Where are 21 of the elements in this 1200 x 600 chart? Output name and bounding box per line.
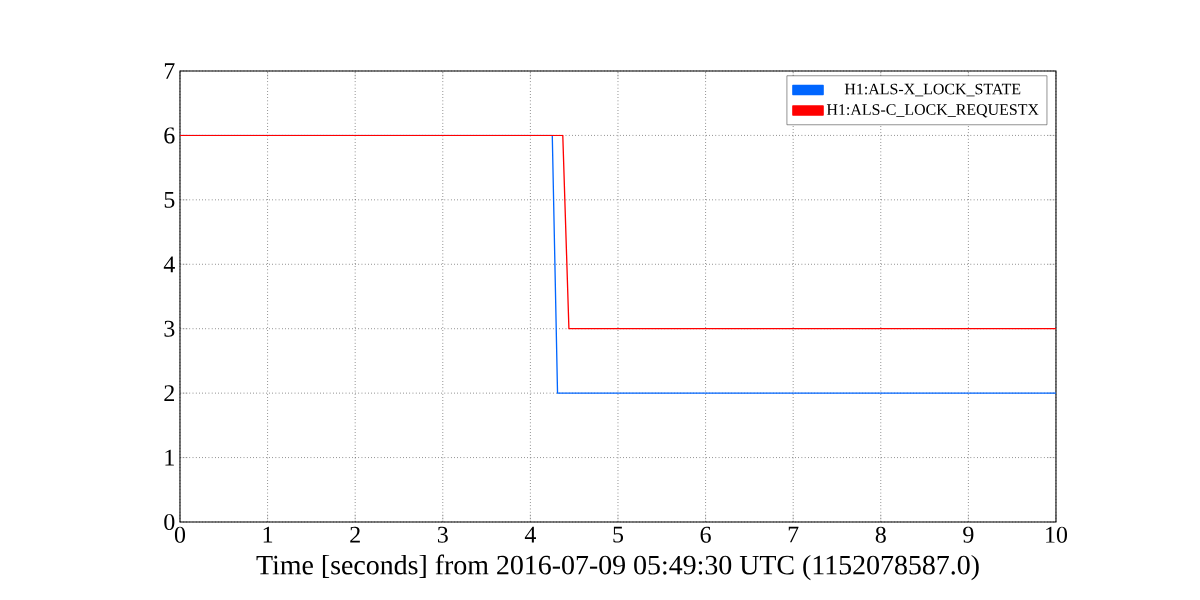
x-tick-label: 3 — [437, 526, 448, 543]
x-tick-label: 10 — [1046, 526, 1068, 543]
y-tick-label: 7 — [164, 63, 175, 79]
y-tick-label: 5 — [164, 191, 175, 208]
y-tick-label: 1 — [165, 449, 174, 466]
x-tick-label: 2 — [350, 526, 360, 543]
x-axis-title: Time [seconds] from 2016-07-09 05:49:30 UTC (1152078587.0) — [256, 554, 979, 581]
y-tick-label: 4 — [163, 256, 175, 273]
legend-label: H1:ALS-C_LOCK_REQUESTX — [826, 104, 1039, 118]
x-tick-label: 1 — [263, 526, 273, 543]
y-tick-label: 6 — [164, 127, 175, 144]
y-tick-label: 0 — [164, 513, 175, 531]
x-tick-label: 4 — [524, 526, 536, 543]
x-tick-label: 8 — [875, 526, 886, 543]
legend-label: H1:ALS-X_LOCK_STATE — [844, 83, 1021, 97]
x-tick-label: 6 — [700, 526, 711, 543]
y-tick-label: 2 — [164, 385, 174, 402]
x-tick-label: 7 — [788, 526, 799, 543]
y-tick-label: 3 — [164, 320, 175, 337]
x-tick-label: 9 — [963, 526, 974, 543]
x-tick-label: 5 — [613, 526, 624, 543]
